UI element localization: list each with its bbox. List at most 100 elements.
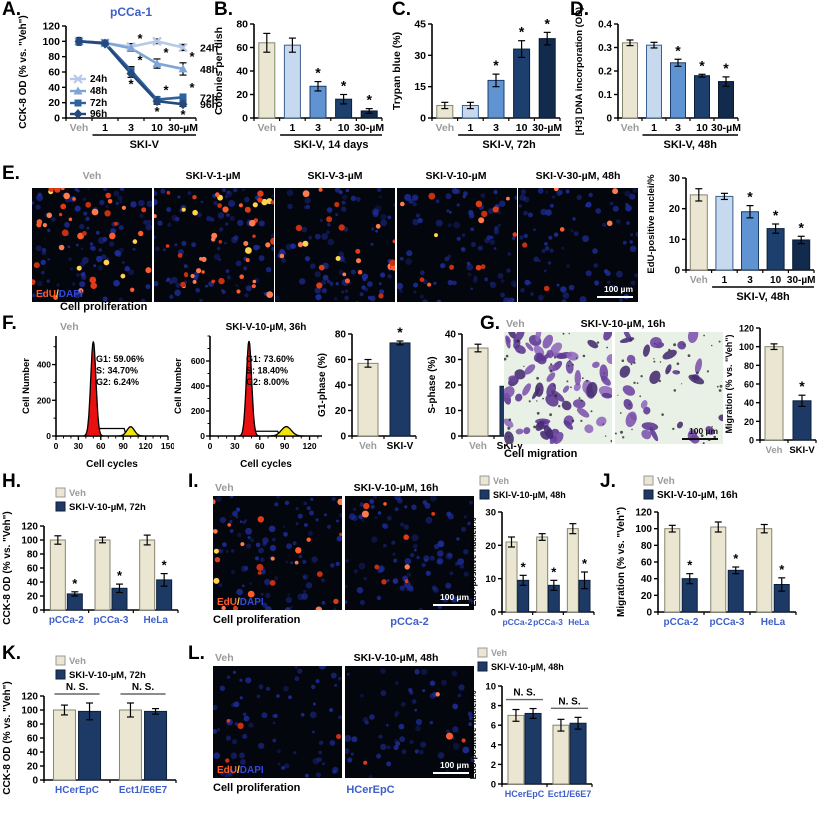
edu-dapi-label: EdU/DAPI [217,597,264,608]
svg-text:40: 40 [48,82,60,94]
svg-text:30: 30 [669,174,681,185]
panel-b-letter: B. [214,0,233,20]
svg-text:*: * [137,31,143,46]
svg-text:40: 40 [236,66,248,78]
svg-text:120: 120 [635,508,652,519]
cell-migration-caption: Cell migration [504,448,578,460]
svg-text:120: 120 [302,441,316,451]
image-label-veh: Veh [215,652,234,664]
svg-text:*: * [341,78,347,94]
svg-text:Veh: Veh [69,488,86,499]
svg-text:SKI-V, 14 days: SKI-V, 14 days [294,139,369,151]
svg-text:SKI-V: SKI-V [497,441,524,452]
panel-e-bar-chart: EdU-positive nuclei/% 0 10 20 30 Veh 1 * 3 * 10 * 30… [644,166,824,319]
svg-text:6: 6 [491,721,496,732]
fluorescence-image-ski: 100 µm [345,496,474,610]
svg-text:10: 10 [445,406,457,417]
image-label-ski-3um: SKI-V-3-µM [307,170,363,182]
svg-text:Veh: Veh [60,321,79,333]
svg-text:pCCa-3: pCCa-3 [533,617,563,627]
svg-text:0: 0 [491,780,496,791]
svg-text:30: 30 [485,508,496,519]
svg-text:*: * [799,378,805,394]
svg-text:N. S.: N. S. [513,688,535,699]
svg-text:60: 60 [27,734,39,745]
image-label-ski-30um: SKI-V-30-µM, 48h [535,170,621,182]
svg-text:10: 10 [338,122,350,134]
svg-text:72h: 72h [200,92,218,104]
svg-text:120: 120 [42,21,60,33]
svg-text:*: * [397,324,403,340]
svg-text:1: 1 [289,122,295,134]
svg-text:120: 120 [739,324,754,334]
svg-text:40: 40 [744,398,754,408]
svg-text:*: * [117,568,123,583]
svg-text:Veh: Veh [359,441,377,452]
fluorescence-image-ski: 100 µm [345,666,474,778]
svg-text:1: 1 [651,122,657,134]
fluorescence-image-veh: EdU/DAPI [32,188,152,302]
svg-text:3: 3 [675,122,681,134]
fluorescence-image-1um [153,188,274,302]
flow-histogram-ski: 0 30 60 90 120 0 200 400 600 Cell Number Cell cycl… [172,318,328,475]
panel-i: I. Veh SKI-V-10-µM, 16h EdU/DAPI 100 µm … [186,472,598,644]
svg-text:*: * [521,559,527,574]
svg-text:*: * [687,558,693,573]
svg-text:HeLa: HeLa [143,615,168,626]
svg-text:*: * [519,24,525,40]
svg-text:10: 10 [696,122,708,134]
svg-text:80: 80 [236,19,248,31]
fluorescence-image-10um [396,188,517,302]
svg-text:*: * [723,60,729,76]
svg-text:10: 10 [669,235,681,246]
svg-text:EdU-positive nuclei/%: EdU-positive nuclei/% [468,690,478,779]
svg-text:Ect1/E6E7: Ect1/E6E7 [119,785,168,796]
scale-bar: 100 µm [682,426,718,440]
svg-text:15: 15 [414,81,426,93]
svg-text:Migration (% vs. "Veh"): Migration (% vs. "Veh") [724,334,734,433]
svg-text:0: 0 [450,432,456,443]
svg-text:*: * [773,207,779,223]
svg-text:1: 1 [722,275,728,286]
svg-text:100: 100 [21,706,38,717]
svg-text:Veh: Veh [69,656,86,667]
svg-text:pCCa-1: pCCa-1 [110,5,152,19]
svg-text:60: 60 [48,67,60,79]
svg-text:HCerEpC: HCerEpC [505,789,545,799]
svg-text:Veh: Veh [469,441,487,452]
svg-text:*: * [163,83,169,98]
svg-text:*: * [551,564,557,579]
panel-a-letter: A. [2,0,21,20]
svg-text:120: 120 [21,692,38,703]
panel-i-grouped-chart: EdU-positive nuclei/% 0 10 20 30 * * * pCCa-2 pCC… [468,472,598,649]
svg-text:4: 4 [491,740,497,751]
svg-text:30: 30 [230,441,240,451]
image-label-veh: Veh [215,482,234,494]
svg-text:Ect1/E6E7: Ect1/E6E7 [548,789,592,799]
svg-text:CCK-8 OD (% vs. "Veh"): CCK-8 OD (% vs. "Veh") [18,15,29,128]
svg-text:*: * [315,65,321,81]
svg-text:40: 40 [27,578,39,589]
svg-text:Veh: Veh [70,122,89,134]
svg-text:G2: 8.00%: G2: 8.00% [246,377,289,387]
svg-text:*: * [163,45,169,60]
panel-d: D. [H3] DNA incorporation (OD) 0 0.1 0.2 0.3… [568,0,824,166]
svg-text:60: 60 [236,42,248,54]
image-label-veh: Veh [82,170,102,182]
svg-text:100: 100 [42,36,60,48]
svg-text:Migration (% vs. "Veh"): Migration (% vs. "Veh") [616,507,627,617]
svg-text:24h: 24h [90,74,107,85]
svg-text:G1: 73.60%: G1: 73.60% [246,354,294,364]
svg-text:40: 40 [335,381,347,392]
cell-proliferation-caption: Cell proliferation [213,782,301,794]
svg-text:20: 20 [27,592,39,603]
svg-text:EdU-positive nuclei/%: EdU-positive nuclei/% [646,174,657,274]
panel-l: L. Veh SKI-V-10-µM, 48h EdU/DAPI 100 µm … [186,644,598,814]
svg-text:30-µM: 30-µM [711,122,741,134]
svg-text:20: 20 [744,417,754,427]
image-label-ski-1um: SKI-V-1-µM [185,170,241,182]
svg-text:90: 90 [280,441,290,451]
svg-text:30: 30 [414,50,426,62]
svg-text:N. S.: N. S. [558,696,580,707]
svg-text:SKI-V, 48h: SKI-V, 48h [736,291,790,303]
